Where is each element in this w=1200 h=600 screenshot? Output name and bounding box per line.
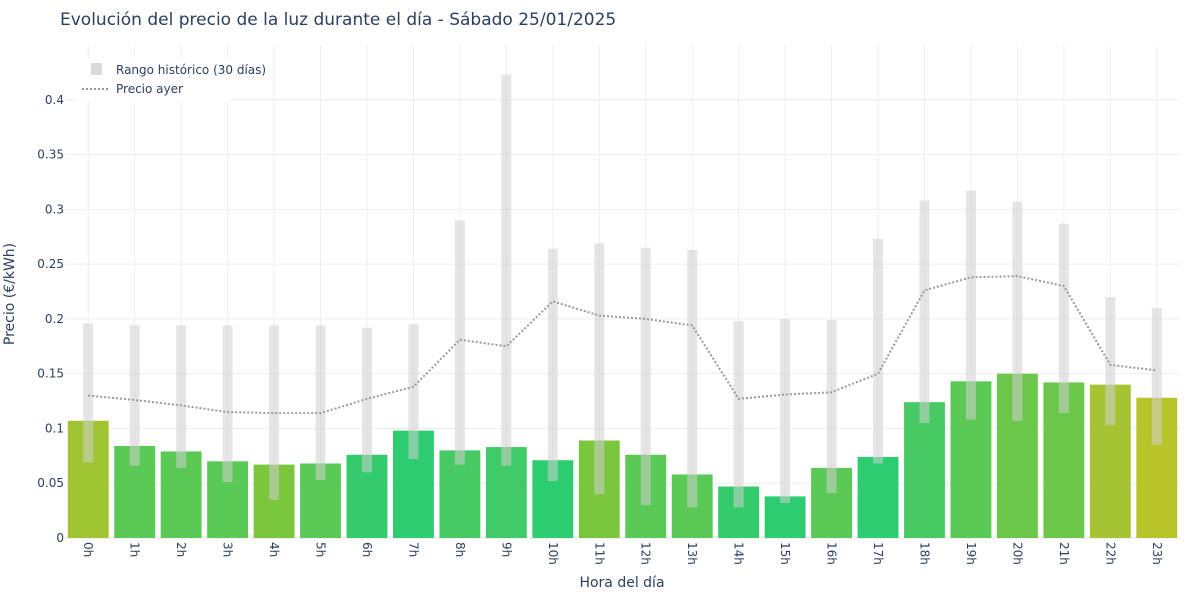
historical-range-bar[interactable] (315, 325, 326, 480)
x-tick-label: 10h (546, 542, 560, 565)
yesterday-line-layer (88, 275, 1157, 415)
x-tick-label: 14h (732, 542, 746, 565)
historical-range-bar[interactable] (826, 319, 837, 494)
x-tick-label: 0h (81, 542, 95, 557)
historical-range-bar[interactable] (640, 247, 651, 506)
x-tick-label: 22h (1103, 542, 1117, 565)
y-axis-label: Precio (€/kWh) (2, 243, 18, 345)
legend-range-label: Rango histórico (30 días) (116, 63, 266, 77)
historical-range-bar[interactable] (1151, 307, 1162, 445)
historical-range-layer (83, 74, 1162, 508)
chart-title: Evolución del precio de la luz durante e… (60, 10, 616, 30)
historical-range-bar[interactable] (176, 325, 187, 468)
x-tick-layer: 0h 1h 2h 3h 4h 5h 6h 7h 8h 9h 10h 11h 12h 13h 14h 15h 16… (81, 542, 1164, 565)
x-tick-label: 12h (639, 542, 653, 565)
historical-range-bar[interactable] (1058, 223, 1069, 414)
y-tick-label: 0.4 (45, 93, 64, 107)
legend[interactable]: Rango histórico (30 días) Precio ayer (76, 58, 266, 102)
y-tick-label: 0.3 (45, 202, 64, 216)
y-tick-label: 0.05 (37, 476, 64, 490)
y-tick-label: 0.35 (37, 148, 64, 162)
historical-range-bar[interactable] (1105, 296, 1116, 426)
x-tick-label: 19h (964, 542, 978, 565)
x-tick-label: 7h (406, 542, 420, 557)
price-bar[interactable] (857, 456, 899, 538)
price-bar[interactable] (764, 496, 806, 538)
x-axis-label: Hora del día (579, 575, 664, 591)
price-bar-layer (67, 373, 1178, 538)
historical-range-bar[interactable] (919, 200, 930, 423)
historical-range-bar[interactable] (1012, 201, 1023, 421)
historical-range-bar[interactable] (454, 220, 465, 465)
legend-line-label: Precio ayer (116, 82, 183, 96)
x-tick-label: 2h (174, 542, 188, 557)
x-tick-label: 11h (592, 542, 606, 565)
historical-range-bar[interactable] (83, 323, 94, 463)
x-tick-label: 4h (267, 542, 281, 557)
x-tick-label: 17h (871, 542, 885, 565)
historical-range-bar[interactable] (687, 249, 698, 508)
historical-range-bar[interactable] (965, 190, 976, 420)
y-tick-label: 0.15 (37, 367, 64, 381)
y-tick-label: 0.2 (45, 312, 64, 326)
legend-range-swatch (91, 63, 102, 75)
historical-range-bar[interactable] (222, 325, 233, 483)
y-tick-layer: 0 0.05 0.1 0.15 0.2 0.25 0.3 0.35 0.4 (37, 93, 64, 545)
historical-range-bar[interactable] (129, 325, 140, 466)
historical-range-bar[interactable] (501, 74, 512, 466)
price-bar[interactable] (904, 402, 945, 538)
x-tick-label: 23h (1150, 542, 1164, 565)
y-tick-label: 0.1 (45, 421, 64, 435)
x-tick-label: 15h (778, 542, 792, 565)
x-tick-label: 20h (1010, 542, 1024, 565)
price-bar[interactable] (439, 450, 481, 538)
y-tick-label: 0.25 (37, 257, 64, 271)
historical-range-bar[interactable] (594, 243, 605, 495)
historical-range-bar[interactable] (873, 238, 884, 464)
x-tick-label: 21h (1057, 542, 1071, 565)
yesterday-price-line[interactable] (88, 275, 1157, 415)
historical-range-bar[interactable] (733, 321, 744, 508)
historical-range-bar[interactable] (780, 318, 791, 503)
historical-range-bar[interactable] (361, 327, 372, 473)
x-tick-label: 6h (360, 542, 374, 557)
x-tick-label: 5h (314, 542, 328, 557)
x-tick-label: 9h (499, 542, 513, 557)
x-tick-label: 18h (917, 542, 931, 565)
y-tick-label: 0 (56, 531, 64, 545)
x-tick-label: 1h (128, 542, 142, 557)
historical-range-bar[interactable] (547, 248, 558, 482)
historical-range-bar[interactable] (269, 325, 280, 500)
x-tick-label: 16h (825, 542, 839, 565)
x-tick-label: 13h (685, 542, 699, 565)
historical-range-bar[interactable] (408, 324, 419, 460)
x-tick-label: 3h (221, 542, 235, 557)
x-tick-label: 8h (453, 542, 467, 557)
